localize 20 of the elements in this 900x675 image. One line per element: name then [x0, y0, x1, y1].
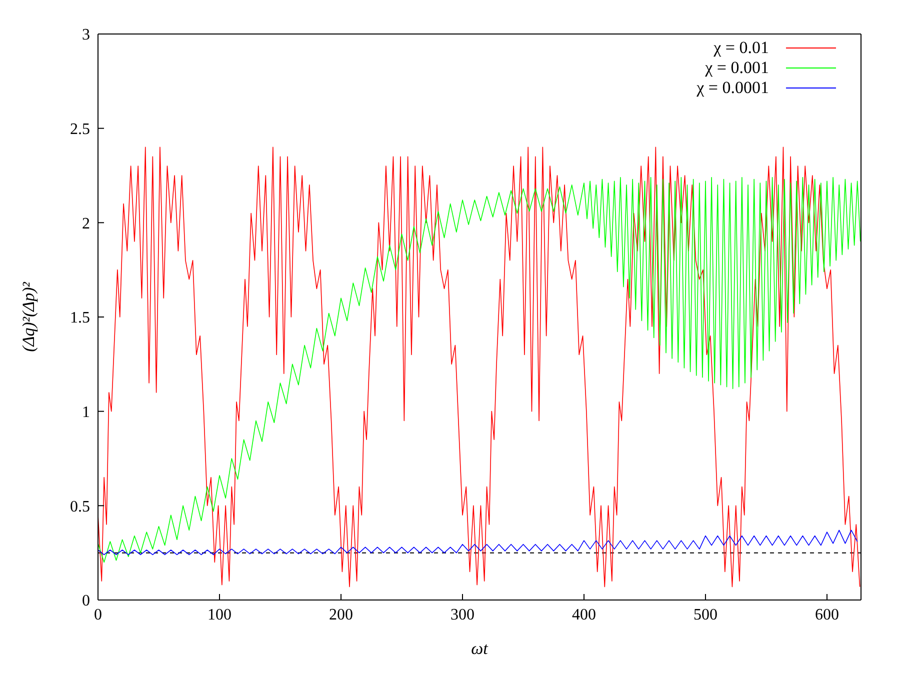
y-tick-label: 2.5 — [70, 121, 90, 138]
line-series — [98, 530, 858, 556]
legend-label: χ = 0.01 — [714, 38, 769, 58]
legend-label: χ = 0.001 — [705, 58, 769, 78]
x-tick-label: 300 — [450, 606, 474, 624]
y-tick-label: 3 — [82, 26, 90, 44]
x-tick-label: 400 — [572, 606, 596, 624]
y-tick-label: 2 — [82, 215, 90, 232]
x-tick-label: 500 — [693, 606, 718, 624]
y-tick-label: 1 — [82, 404, 90, 422]
y-tick-label: 1.5 — [70, 310, 90, 327]
x-tick-label: 0 — [94, 606, 102, 624]
x-axis-title: ωt — [471, 639, 490, 658]
y-axis-title: (Δq)²(Δp)² — [19, 281, 38, 352]
x-tick-label: 100 — [207, 606, 232, 624]
y-tick-label: 0 — [82, 592, 90, 610]
legend-label: χ = 0.0001 — [696, 78, 769, 98]
x-tick-label: 200 — [328, 606, 353, 624]
x-tick-label: 600 — [814, 606, 839, 624]
y-tick-label: 0.5 — [70, 498, 90, 516]
